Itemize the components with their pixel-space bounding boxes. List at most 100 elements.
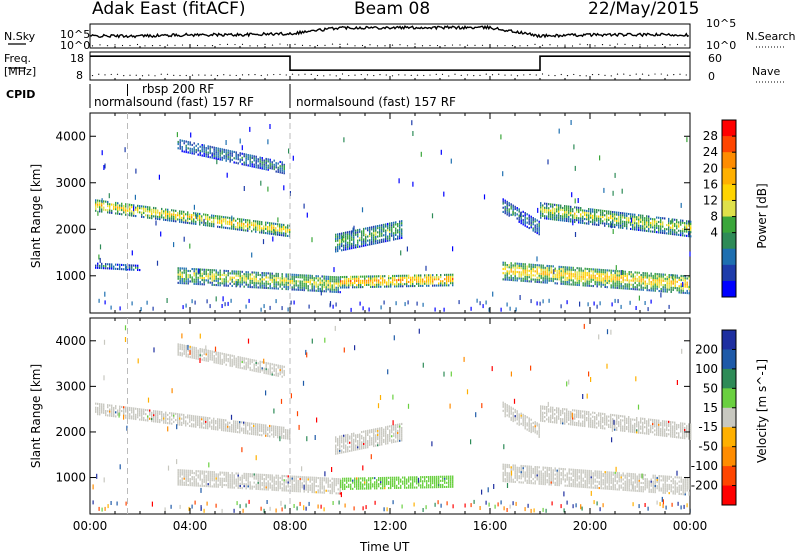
power-cell (401, 230, 403, 233)
nsearch-point (654, 44, 656, 46)
velocity-cell (237, 366, 239, 369)
power-noise (152, 306, 154, 311)
velocity-cell (233, 476, 235, 479)
power-cell (401, 222, 403, 225)
power-cell (201, 146, 203, 149)
velocity-cell (243, 485, 245, 488)
power-cell (632, 213, 634, 216)
power-cell (141, 205, 143, 208)
power-cell (434, 276, 436, 279)
power-cell (123, 205, 125, 208)
velocity-cell (235, 422, 237, 425)
power-cell (259, 280, 261, 283)
nsearch-point (624, 43, 626, 46)
power-cell (546, 209, 548, 212)
power-cell (233, 150, 235, 153)
power-spike (574, 232, 577, 237)
velocity-cell (281, 375, 283, 378)
power-cell (532, 227, 534, 230)
power-cell (245, 281, 247, 284)
velocity-cell (305, 482, 307, 485)
power-cell (364, 283, 366, 286)
velocity-cell (281, 432, 283, 435)
power-cell (342, 286, 344, 289)
power-cell (347, 243, 349, 246)
power-cell (670, 228, 672, 231)
velocity-cell (243, 367, 245, 370)
power-cell (223, 226, 225, 229)
power-cell (373, 230, 375, 233)
nsearch-point (436, 44, 439, 47)
velocity-cell (187, 484, 189, 487)
power-cell (287, 230, 289, 233)
power-cell (149, 208, 151, 211)
power-cell (121, 213, 123, 216)
velocity-cell (205, 476, 207, 479)
velocity-cell (209, 472, 211, 475)
power-cell (638, 218, 640, 221)
power-cell (626, 221, 628, 224)
power-cell (436, 284, 438, 287)
velocity-cell (229, 364, 231, 367)
velocity-cell (265, 370, 267, 373)
power-cell (245, 153, 247, 156)
power-cell (552, 211, 554, 214)
power-cell (231, 225, 233, 228)
velocity-cell (193, 352, 195, 355)
power-cell (688, 220, 690, 223)
power-cell (376, 283, 378, 286)
power-cell (414, 274, 416, 277)
nsearch-point (384, 45, 386, 47)
velocity-cell (209, 485, 211, 488)
power-spike (411, 120, 413, 126)
power-cell (568, 205, 570, 208)
power-noise (263, 304, 265, 309)
velocity-cell (297, 482, 299, 485)
velocity-cell (285, 485, 287, 488)
power-cell (600, 279, 602, 282)
velocity-cell (189, 424, 191, 427)
power-cell (101, 210, 103, 213)
power-cell (181, 139, 183, 142)
nave-point (423, 74, 425, 77)
power-cell (245, 229, 247, 232)
power-cell (548, 211, 550, 214)
power-cell (532, 223, 534, 226)
power-cell (231, 278, 233, 281)
power-cell (249, 279, 251, 282)
power-cell (626, 275, 628, 278)
nave-point (198, 74, 200, 76)
power-cell (680, 219, 682, 222)
velocity-cell (339, 492, 341, 495)
power-cell (277, 162, 279, 165)
power-cell (538, 224, 540, 227)
power-cell (590, 220, 592, 223)
power-noise (98, 298, 100, 303)
power-spike (412, 181, 414, 187)
power-cell (97, 201, 99, 204)
nave-point (410, 74, 412, 76)
power-cell (189, 143, 191, 146)
power-cell (357, 245, 359, 248)
power-cell (323, 283, 325, 286)
velocity-cell (151, 411, 153, 414)
power-cell (261, 223, 263, 226)
power-cell (426, 282, 428, 285)
power-cell (502, 202, 504, 205)
power-cell (175, 214, 177, 217)
power-cell (349, 243, 351, 246)
power-cell (213, 221, 215, 224)
velocity-cell (189, 414, 191, 417)
power-cell (97, 205, 99, 208)
power-cell (546, 217, 548, 220)
power-cell (368, 281, 370, 284)
power-cell (225, 220, 227, 223)
velocity-cell (127, 406, 129, 409)
power-cell (345, 233, 347, 236)
nsearch-point (414, 43, 416, 45)
power-cell (225, 159, 227, 162)
power-cell (672, 222, 674, 225)
velocity-cell (281, 371, 283, 374)
power-cell (372, 283, 374, 286)
power-ytick-label: 1000 (55, 269, 86, 283)
